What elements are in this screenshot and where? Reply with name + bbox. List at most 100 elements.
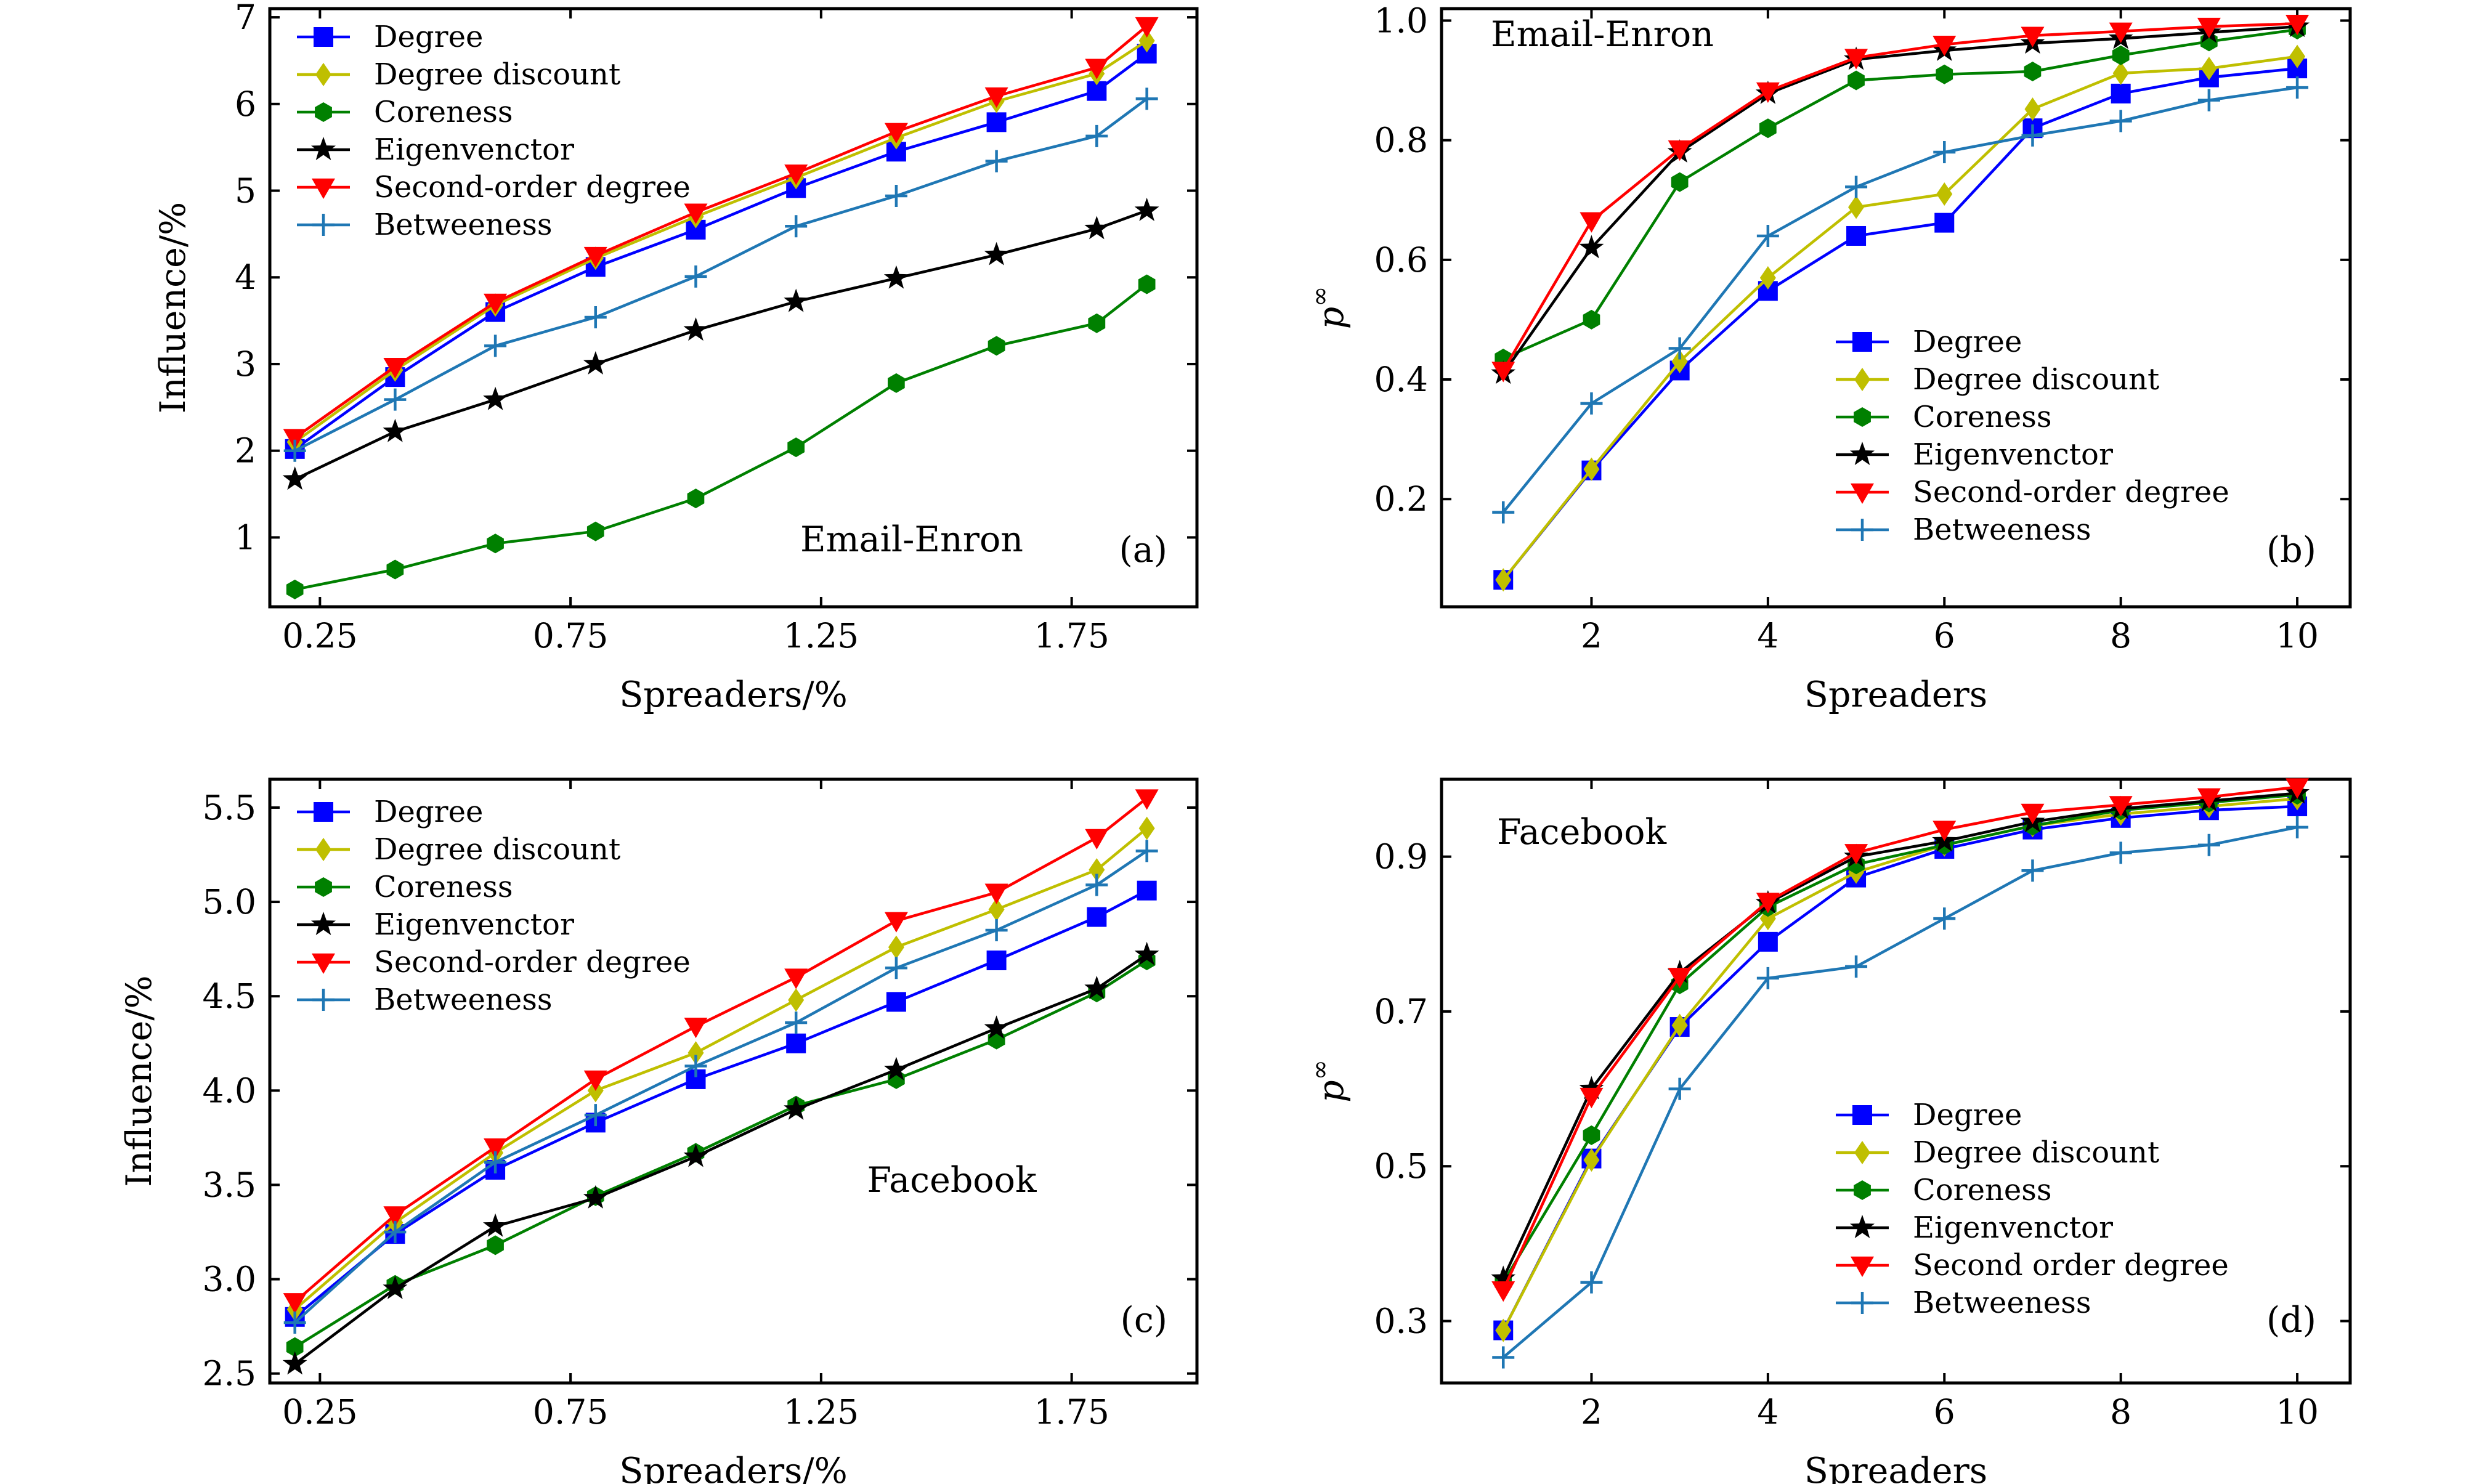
series-line	[294, 97, 1148, 452]
data-point	[2109, 841, 2132, 864]
legend-marker	[315, 838, 331, 861]
data-point	[985, 919, 1008, 941]
data-point	[885, 184, 907, 207]
data-point	[384, 388, 407, 411]
data-point	[282, 1351, 307, 1375]
data-point	[1135, 17, 1159, 38]
x-axis-label: Spreaders	[1804, 1451, 1987, 1484]
y-tick-label: 1	[235, 517, 256, 557]
data-point	[1759, 118, 1777, 139]
series-line	[1502, 797, 2298, 1331]
x-tick-label: 1.75	[1034, 1392, 1109, 1432]
legend-marker	[1851, 519, 1873, 541]
panel-tag: (c)	[1121, 1300, 1167, 1340]
data-point	[788, 988, 805, 1012]
y-tick-label: 0.9	[1374, 837, 1428, 877]
x-axis-label: Spreaders/%	[619, 1451, 848, 1484]
legend-label: Eigenvenctor	[374, 132, 574, 167]
data-point	[684, 1017, 708, 1039]
data-point	[1583, 457, 1600, 481]
data-point	[986, 112, 1007, 132]
y-tick-label: 5.5	[203, 788, 256, 827]
data-point	[1671, 349, 1688, 373]
series-line	[294, 797, 1148, 1304]
data-point	[383, 1275, 408, 1299]
data-point	[784, 968, 808, 989]
legend-marker	[312, 214, 335, 236]
data-point	[1138, 274, 1156, 294]
data-point	[1089, 858, 1105, 882]
series	[1491, 778, 2310, 1302]
data-point	[883, 265, 909, 289]
legend-label: Eigenvenctor	[374, 907, 574, 942]
data-point	[1084, 216, 1109, 240]
data-point	[1491, 362, 1515, 383]
data-point	[683, 317, 708, 341]
series-line	[1502, 792, 2298, 1279]
data-point	[784, 1096, 809, 1120]
data-point	[888, 373, 905, 393]
series-line	[1502, 55, 2298, 581]
legend-label: Second order degree	[1913, 1248, 2229, 1283]
data-point	[484, 1138, 508, 1159]
data-point	[1495, 568, 1512, 592]
legend-label: Betweeness	[1913, 1286, 2091, 1320]
data-point	[2111, 83, 2131, 103]
dataset-annotation: Email-Enron	[1491, 14, 1714, 55]
data-point	[988, 898, 1005, 922]
legend-marker	[1854, 1180, 1871, 1200]
data-point	[2021, 124, 2044, 147]
data-point	[1491, 1265, 1516, 1289]
legend-label: Betweeness	[374, 983, 552, 1017]
legend-label: Eigenvenctor	[1913, 1210, 2113, 1245]
data-point	[687, 1041, 704, 1065]
data-point	[282, 466, 307, 490]
axes-frame	[268, 777, 1199, 1385]
data-point	[283, 1312, 306, 1334]
data-point	[1085, 59, 1109, 79]
data-point	[2197, 17, 2221, 39]
series	[1491, 780, 2310, 1289]
legend-marker	[1851, 483, 1874, 504]
series-line	[1502, 25, 2298, 375]
data-point	[1934, 213, 1955, 233]
data-point	[2112, 61, 2129, 85]
legend-label: Degree	[374, 795, 483, 829]
data-point	[1668, 1077, 1691, 1100]
legend-label: Degree discount	[1913, 362, 2159, 397]
data-point	[984, 1015, 1009, 1039]
data-point	[2286, 76, 2309, 99]
data-point	[286, 579, 304, 599]
x-tick-label: 0.75	[533, 616, 608, 655]
x-tick-label: 1.75	[1034, 616, 1109, 655]
legend-marker	[311, 137, 336, 160]
data-point	[1491, 1281, 1515, 1302]
data-point	[2286, 816, 2309, 838]
data-point	[1933, 821, 1957, 841]
y-axis-label-superscript: ∞	[1306, 286, 1334, 307]
axes-frame	[1440, 777, 2352, 1385]
data-point	[1135, 840, 1158, 862]
y-tick-label: 0.2	[1374, 479, 1428, 519]
data-point	[1844, 844, 1868, 865]
x-tick-label: 4	[1757, 1392, 1778, 1432]
data-point	[1580, 392, 1603, 415]
y-tick-label: 6	[235, 84, 256, 124]
data-point	[583, 351, 608, 375]
data-point	[684, 1055, 707, 1077]
y-tick-label: 5.0	[203, 882, 256, 922]
series-line	[1502, 67, 2298, 581]
data-point	[1668, 140, 1692, 161]
data-point	[1936, 182, 1953, 206]
data-point	[1495, 1318, 1512, 1342]
series-line	[294, 52, 1148, 450]
data-point	[785, 1012, 808, 1034]
data-point	[2021, 26, 2045, 47]
data-point	[584, 306, 607, 328]
data-point	[687, 489, 705, 509]
axes-frame	[268, 7, 1199, 609]
data-point	[1085, 829, 1109, 849]
data-point	[785, 215, 808, 238]
